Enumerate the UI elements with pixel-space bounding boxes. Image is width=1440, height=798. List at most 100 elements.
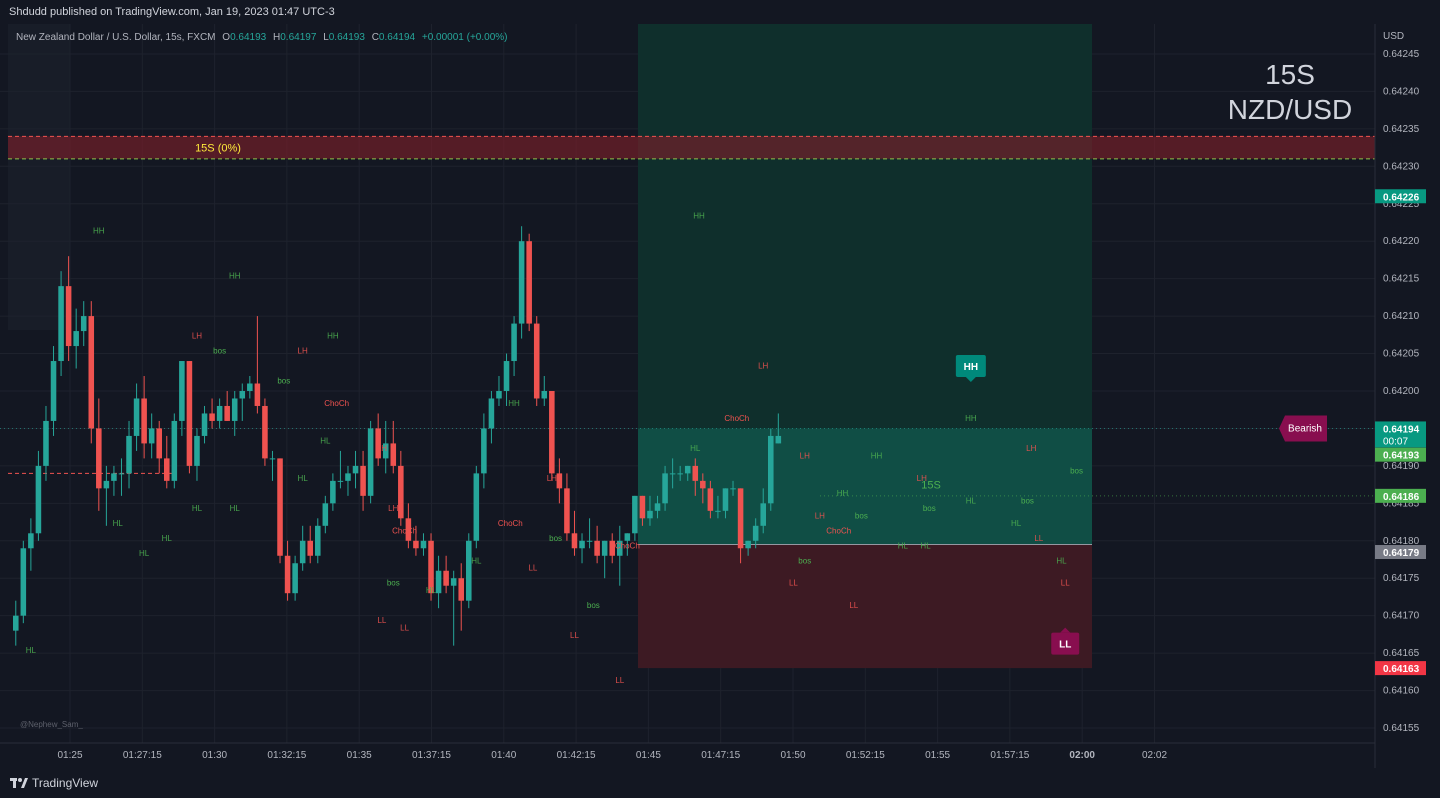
- price-tick-label: 0.64235: [1383, 124, 1420, 135]
- candle-body: [156, 428, 162, 459]
- structure-label-lh: LH: [1026, 444, 1036, 453]
- structure-label-hl: HL: [113, 519, 124, 528]
- structure-label-hh: HH: [871, 451, 883, 460]
- price-axis[interactable]: USD 0.642450.642400.642350.642300.642250…: [1374, 24, 1426, 768]
- candle-body: [345, 473, 351, 481]
- structure-label-ll: LL: [377, 616, 386, 625]
- hh-marker: HH: [955, 354, 986, 382]
- price-tick-label: 0.64190: [1383, 461, 1420, 472]
- structure-label-hh: HH: [965, 414, 977, 423]
- price-tag-value: 0.64193: [1383, 451, 1420, 462]
- legend-low: 0.64193: [329, 32, 366, 43]
- candle-body: [352, 465, 359, 474]
- candle-body: [50, 361, 57, 421]
- candle-body: [526, 241, 532, 324]
- structure-label-hh: HH: [693, 212, 705, 221]
- price-tick-label: 0.64205: [1383, 349, 1420, 360]
- price-tick-label: 0.64165: [1383, 648, 1420, 659]
- event-label-bos: bos: [549, 534, 562, 543]
- structure-label-ll: LL: [615, 676, 624, 685]
- candle-body: [541, 390, 548, 399]
- structure-label-hl: HL: [162, 534, 173, 543]
- structure-label-hh: HH: [93, 227, 105, 236]
- supply-zone: [8, 136, 1375, 159]
- candle-body: [639, 495, 646, 519]
- candle-body: [481, 428, 487, 474]
- candle-body: [103, 480, 110, 489]
- candle-body: [231, 398, 238, 421]
- legend-c-label: C: [372, 32, 379, 43]
- candle-body: [322, 503, 329, 526]
- structure-label-hh: HH: [327, 332, 339, 341]
- price-tag-value: 0.64163: [1383, 664, 1420, 675]
- candle-body: [269, 458, 276, 460]
- candle-body: [209, 413, 215, 421]
- candle-body: [617, 540, 623, 556]
- structure-label-lh: LH: [377, 444, 387, 453]
- time-tick-label: 02:00: [1069, 750, 1095, 761]
- candle-body: [126, 435, 132, 474]
- structure-label-ll: LL: [1061, 579, 1070, 588]
- structure-label-ll: LL: [789, 579, 798, 588]
- time-axis[interactable]: 01:25 01:27:15 01:30 01:32:15 01:35 01:37:15 0…: [0, 742, 1375, 761]
- candle-body: [677, 473, 683, 475]
- footer-brand: TradingView: [32, 776, 99, 790]
- price-tag-bg: [1375, 488, 1426, 503]
- candle-body: [594, 540, 600, 556]
- candle-body: [511, 323, 517, 362]
- candle-body: [579, 540, 585, 549]
- time-tick-label: 01:55: [925, 750, 950, 761]
- price-tag-value: 0.64194: [1383, 424, 1420, 435]
- event-label-choch: ChoCh: [498, 519, 523, 528]
- structure-label-lh: LH: [547, 474, 557, 483]
- structure-label-lh: LH: [388, 504, 398, 513]
- time-tick-label: 01:50: [780, 750, 805, 761]
- candle-body: [216, 405, 223, 421]
- position-target-zone: [638, 428, 1092, 545]
- candle-body: [564, 488, 570, 534]
- time-tick-label: 01:45: [636, 750, 661, 761]
- price-tick-label: 0.64155: [1383, 723, 1420, 734]
- structure-label-hl: HL: [230, 504, 241, 513]
- structure-label-lh: LH: [800, 451, 810, 460]
- candle-body: [647, 510, 653, 519]
- price-tick-label: 0.64180: [1383, 536, 1420, 547]
- candle-body: [88, 316, 95, 429]
- markers[interactable]: HH LL Bearish: [955, 354, 1327, 655]
- candle-body: [707, 488, 714, 511]
- candle-body: [277, 458, 283, 556]
- structure-labels: HH HH HH HH HH HH HH HH LH LH LH LH LH LH LH LH LH LH HL HL…: [26, 212, 1083, 685]
- candle-body: [518, 241, 525, 324]
- candle-body: [96, 428, 102, 489]
- price-tick-label: 0.64220: [1383, 236, 1420, 247]
- footer-bar: TradingView: [0, 768, 1440, 798]
- event-label-bos: bos: [387, 579, 400, 588]
- legend-l-label: L: [323, 32, 329, 43]
- candle-body: [367, 428, 374, 496]
- candle-body: [473, 473, 480, 541]
- price-tag-bg: [1375, 545, 1426, 560]
- time-tick-label: 01:52:15: [846, 750, 885, 761]
- structure-label-hl: HL: [690, 444, 701, 453]
- candle-body: [443, 570, 449, 586]
- candle-body: [315, 525, 321, 556]
- candle-body: [330, 480, 336, 504]
- candle-body: [745, 540, 751, 549]
- price-tick-label: 0.64170: [1383, 611, 1420, 622]
- author-credit: @Nephew_Sam_: [20, 720, 83, 729]
- price-tick-label: 0.64160: [1383, 686, 1420, 697]
- price-tick-label: 0.64215: [1383, 274, 1420, 285]
- price-tag-value: 0.64186: [1383, 492, 1420, 503]
- bearish-marker: Bearish: [1279, 415, 1327, 442]
- price-tag: 0.64163: [1375, 661, 1426, 676]
- price-tag-bg: [1375, 661, 1426, 676]
- candle-body: [292, 563, 298, 594]
- price-tag-value: 0.64179: [1383, 548, 1420, 559]
- event-label-choch: ChoCh: [392, 526, 417, 535]
- structure-label-hl: HL: [920, 541, 931, 550]
- range-box: [8, 24, 70, 330]
- candle-body: [148, 428, 155, 444]
- candle-body: [254, 383, 261, 406]
